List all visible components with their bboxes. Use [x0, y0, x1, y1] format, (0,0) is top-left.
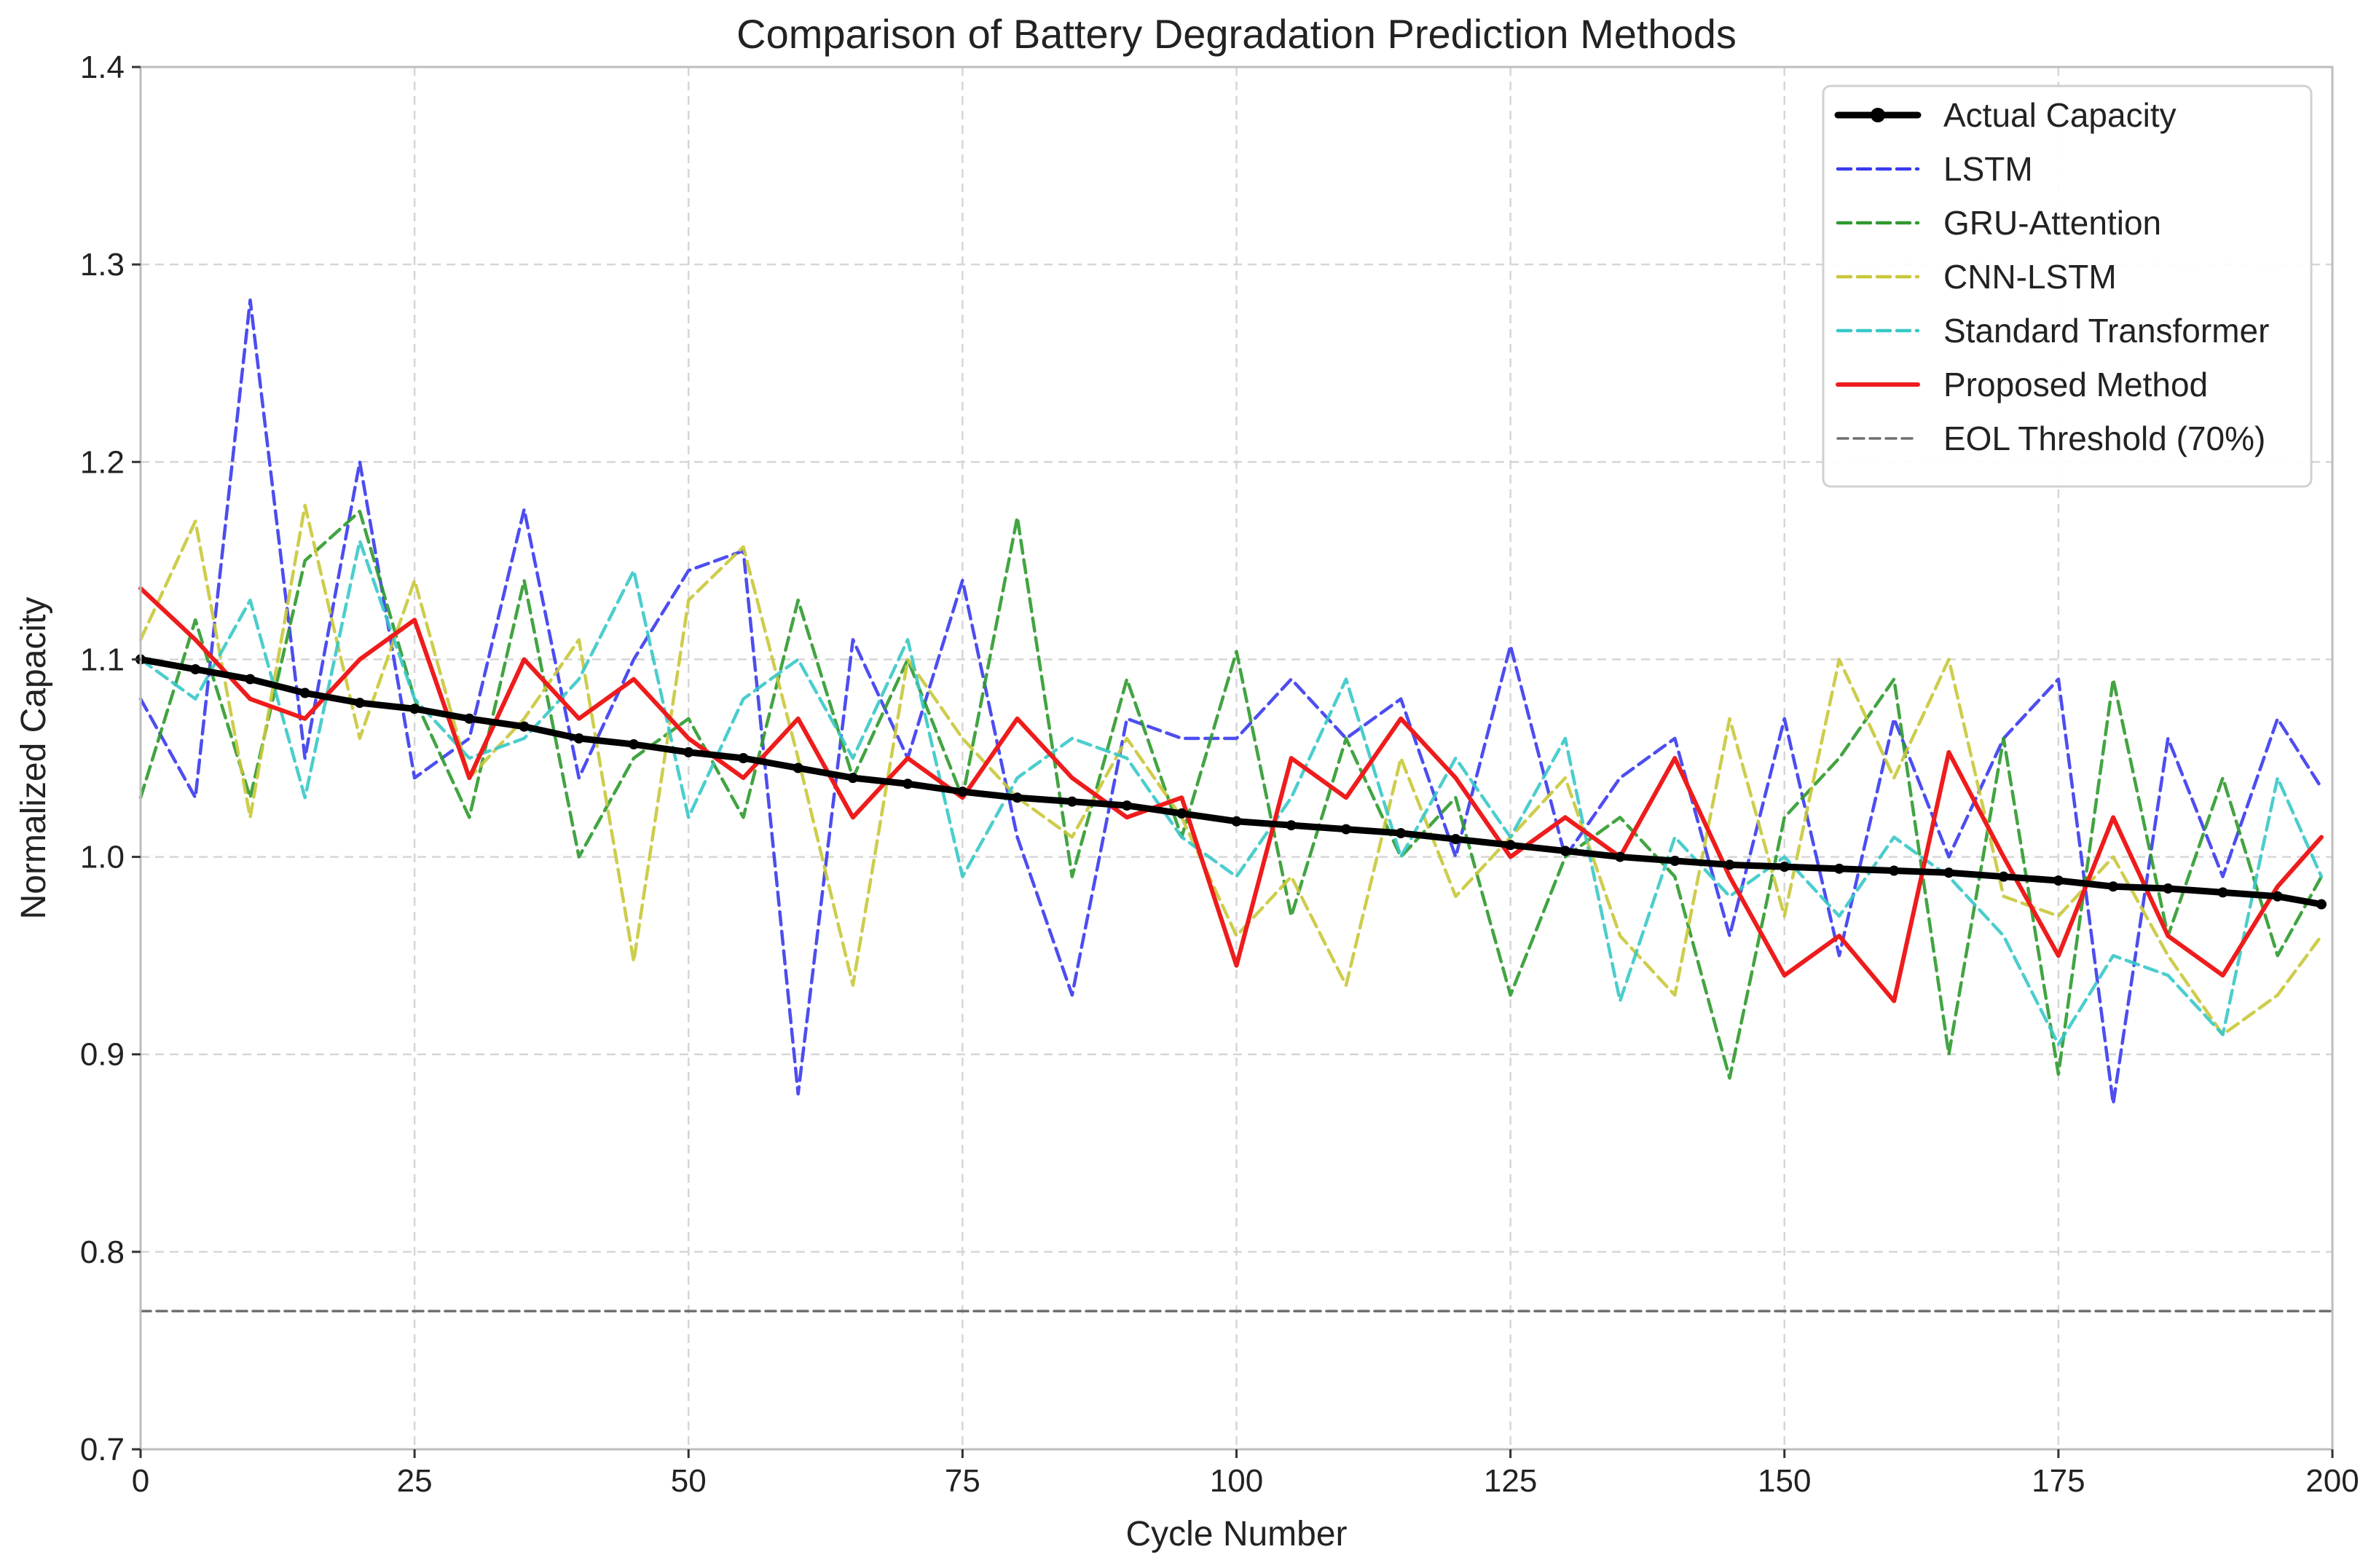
legend-label-eol-threshold-70: EOL Threshold (70%): [1943, 419, 2265, 457]
x-tick-label: 175: [2032, 1463, 2085, 1499]
legend-label-gru-attention: GRU-Attention: [1943, 204, 2161, 242]
series-line-cnn-lstm: [138, 503, 2324, 1036]
data-point-actual-capacity: [190, 663, 201, 674]
y-tick-label: 1.2: [80, 444, 125, 480]
y-axis-label: Normalized Capacity: [15, 597, 53, 920]
x-tick-label: 125: [1484, 1463, 1537, 1499]
legend-item-lstm: LSTM: [1836, 150, 2033, 188]
data-point-actual-capacity: [1012, 792, 1023, 803]
data-point-actual-capacity: [1122, 800, 1133, 811]
x-tick-label: 25: [397, 1463, 433, 1499]
data-point-actual-capacity: [847, 773, 858, 784]
data-point-actual-capacity: [1066, 796, 1077, 807]
series-line-standard-transformer: [138, 539, 2324, 1047]
y-tick-label: 0.9: [80, 1037, 125, 1073]
data-point-actual-capacity: [2163, 883, 2174, 894]
x-tick-label: 75: [945, 1463, 980, 1499]
x-tick-label: 0: [132, 1463, 149, 1499]
data-point-actual-capacity: [629, 739, 640, 750]
x-tick-label: 100: [1210, 1463, 1263, 1499]
legend-item-proposed-method: Proposed Method: [1836, 366, 2208, 403]
data-point-actual-capacity: [738, 753, 749, 763]
data-point-actual-capacity: [1560, 846, 1570, 856]
data-point-actual-capacity: [1889, 865, 1900, 876]
data-point-actual-capacity: [1396, 828, 1407, 839]
data-point-actual-capacity: [2217, 887, 2228, 898]
data-point-actual-capacity: [1615, 851, 1626, 862]
data-point-actual-capacity: [354, 698, 365, 709]
x-tick-label: 200: [2305, 1463, 2359, 1499]
data-point-actual-capacity: [2272, 891, 2283, 902]
data-point-actual-capacity: [299, 688, 310, 698]
legend-item-actual-capacity: Actual Capacity: [1834, 96, 2177, 134]
data-point-actual-capacity: [957, 787, 968, 797]
legend-label-cnn-lstm: CNN-LSTM: [1943, 258, 2117, 296]
x-axis-label: Cycle Number: [1125, 1515, 1347, 1553]
legend-label-standard-transformer: Standard Transformer: [1943, 312, 2269, 350]
data-point-actual-capacity: [464, 713, 475, 724]
series-gru-attention: [138, 509, 2324, 1080]
data-point-actual-capacity: [1176, 808, 1187, 819]
legend-item-eol-threshold-70: EOL Threshold (70%): [1836, 419, 2265, 457]
legend: Actual Capacity LSTM GRU-Attention CNN-LSTM…: [1822, 84, 2313, 488]
series-cnn-lstm: [138, 503, 2324, 1036]
y-tick-label: 1.3: [80, 247, 125, 283]
data-point-actual-capacity: [1505, 840, 1516, 851]
series-standard-transformer: [138, 539, 2324, 1047]
legend-label-actual-capacity: Actual Capacity: [1943, 96, 2177, 134]
legend-label-lstm: LSTM: [1943, 150, 2033, 188]
data-point-actual-capacity: [1833, 863, 1844, 874]
legend-item-standard-transformer: Standard Transformer: [1836, 312, 2269, 350]
series-actual-capacity: [135, 654, 2327, 910]
data-point-actual-capacity: [409, 704, 420, 714]
data-point-actual-capacity: [1779, 862, 1790, 872]
data-point-actual-capacity: [1340, 824, 1351, 835]
data-point-actual-capacity: [1286, 820, 1297, 831]
legend-item-gru-attention: GRU-Attention: [1836, 204, 2161, 242]
data-point-actual-capacity: [1670, 855, 1680, 866]
series-layer: [135, 298, 2334, 1312]
data-point-actual-capacity: [2108, 881, 2119, 892]
ticks: 0 25 50 75 100 125 150 175 200 0.7 0.8 0.9 1.0 1.1 1.2…: [80, 50, 2359, 1499]
x-tick-label: 50: [671, 1463, 707, 1499]
data-point-actual-capacity: [2316, 899, 2327, 910]
series-proposed-method: [138, 586, 2324, 1004]
data-point-actual-capacity: [1998, 871, 2009, 882]
data-point-actual-capacity: [793, 763, 803, 773]
series-line-gru-attention: [138, 509, 2324, 1080]
data-point-actual-capacity: [573, 733, 584, 744]
y-tick-label: 1.0: [80, 840, 125, 875]
data-point-actual-capacity: [519, 721, 530, 732]
legend-marker-actual-capacity: [1871, 108, 1885, 122]
data-point-actual-capacity: [245, 674, 256, 685]
legend-label-proposed-method: Proposed Method: [1943, 366, 2208, 403]
legend-box: [1822, 84, 2313, 488]
data-point-actual-capacity: [1943, 867, 1954, 878]
chart-title: Comparison of Battery Degradation Predic…: [736, 11, 1737, 57]
data-point-actual-capacity: [1231, 816, 1242, 827]
data-point-actual-capacity: [683, 746, 694, 757]
series-line-proposed-method: [138, 586, 2324, 1004]
y-tick-label: 1.4: [80, 50, 125, 85]
series-lstm: [138, 298, 2324, 1106]
data-point-actual-capacity: [1450, 834, 1461, 845]
data-point-actual-capacity: [1724, 859, 1735, 870]
y-tick-label: 0.8: [80, 1234, 125, 1270]
y-tick-label: 1.1: [80, 642, 125, 677]
data-point-actual-capacity: [903, 779, 913, 789]
x-tick-label: 150: [1758, 1463, 1811, 1499]
legend-item-cnn-lstm: CNN-LSTM: [1836, 258, 2117, 296]
series-line-lstm: [138, 298, 2324, 1106]
data-point-actual-capacity: [2053, 875, 2064, 886]
y-tick-label: 0.7: [80, 1432, 125, 1467]
